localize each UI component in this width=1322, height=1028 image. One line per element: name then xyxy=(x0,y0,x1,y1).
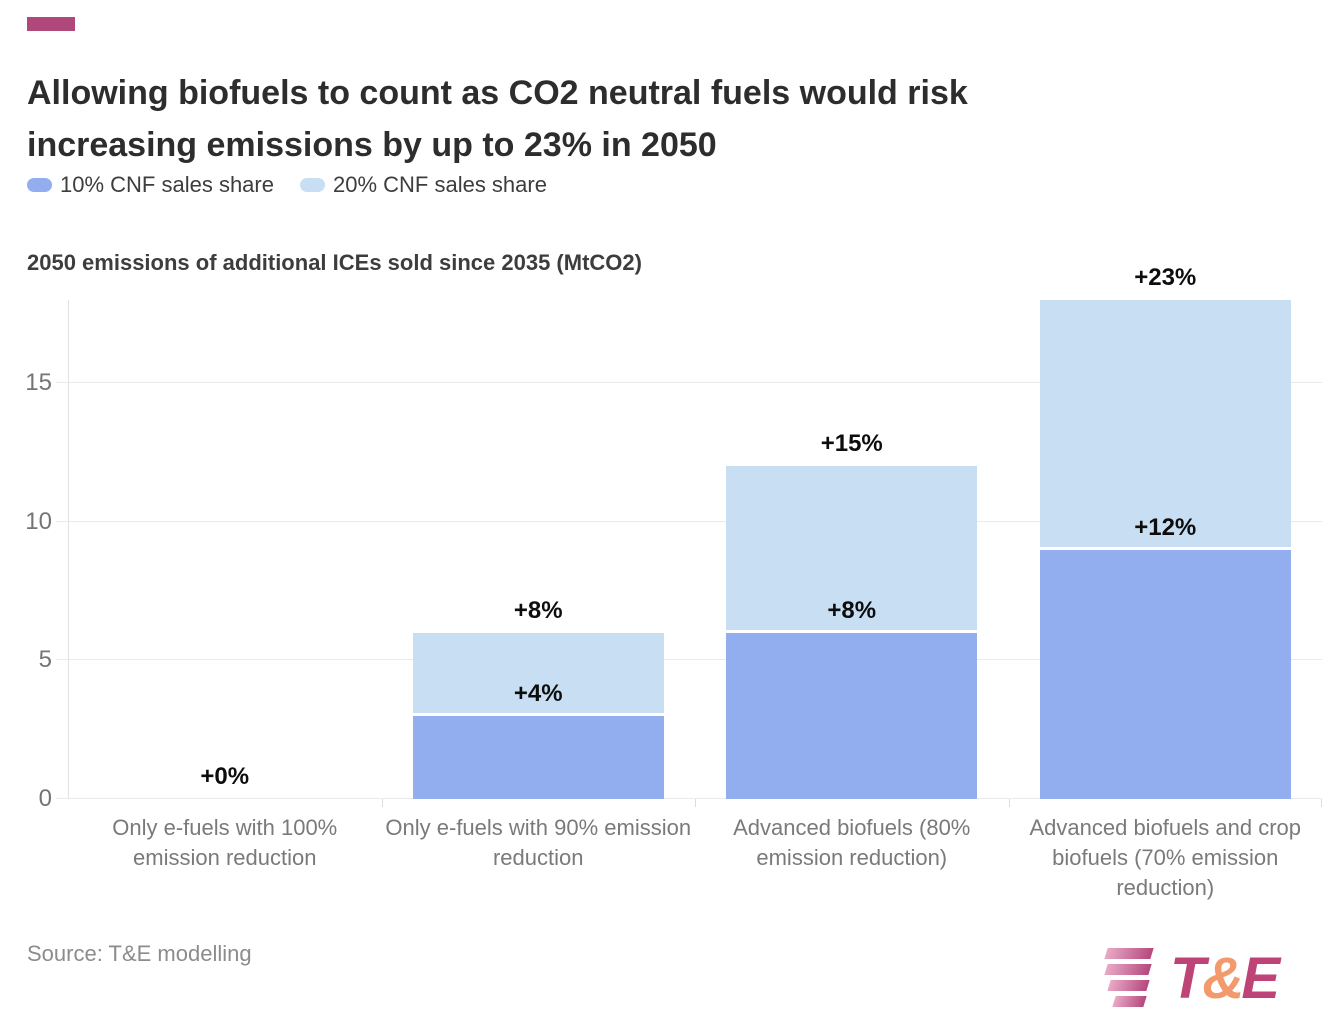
legend: 10% CNF sales share 20% CNF sales share xyxy=(27,172,547,198)
value-label-10pct: +4% xyxy=(513,679,563,707)
legend-item-20pct-cnf: 20% CNF sales share xyxy=(299,172,547,198)
y-axis-title: 2050 emissions of additional ICEs sold s… xyxy=(27,250,642,275)
bar-segment-10pct xyxy=(412,715,664,799)
legend-swatch-20pct-icon xyxy=(299,178,325,192)
x-axis-tick xyxy=(695,799,696,807)
y-axis-tick-label: 5 xyxy=(38,646,52,674)
plot-area: 0 5 10 15 +0% Only e-fuels with 100% emission… xyxy=(0,265,1322,900)
x-axis-category-label: Advanced biofuels and crop biofuels (70%… xyxy=(1029,815,1302,900)
legend-item-10pct-cnf: 10% CNF sales share xyxy=(27,172,274,198)
bar-segment-10pct xyxy=(1039,549,1291,799)
value-label-20pct: +23% xyxy=(1134,264,1197,291)
value-label-20pct: +8% xyxy=(513,596,563,624)
value-label-10pct: +12% xyxy=(1134,513,1197,541)
value-label-10pct: +0% xyxy=(200,763,250,790)
bar-segment-20pct xyxy=(1039,300,1291,547)
y-axis-tick-label: 10 xyxy=(25,507,52,535)
x-axis-tick xyxy=(1008,799,1010,807)
gridline-y5 xyxy=(56,659,1322,661)
bar-segment-20pct xyxy=(726,466,978,630)
value-label-20pct: +15% xyxy=(820,430,883,458)
value-label-10pct: +8% xyxy=(827,596,877,624)
legend-label-10pct: 10% CNF sales share xyxy=(60,172,274,197)
logo-letter-e: E xyxy=(1241,946,1280,1011)
gridline-y0 xyxy=(56,798,1322,799)
gridline-y15 xyxy=(56,382,1322,384)
logo-letter-t: T xyxy=(1169,946,1206,1011)
gridline-y10 xyxy=(56,520,1322,522)
bar-segment-10pct xyxy=(726,632,978,799)
stacked-bar-chart: 0 5 10 15 +0% Only e-fuels with 100% emission… xyxy=(0,265,1322,920)
x-axis-category-label: Advanced biofuels (80% emission reductio… xyxy=(733,815,971,870)
logo-ampersand: & xyxy=(1202,946,1245,1011)
brand-accent-bar xyxy=(27,17,75,31)
te-logo: T & E xyxy=(1100,944,1280,1008)
x-axis-tick xyxy=(381,799,383,807)
x-axis-category-label: Only e-fuels with 100% emission reductio… xyxy=(112,815,338,870)
legend-swatch-10pct-icon xyxy=(27,178,52,192)
y-axis-tick-label: 0 xyxy=(38,785,52,812)
te-logo-stripes-icon xyxy=(1100,944,1160,1008)
y-axis-tick-label: 15 xyxy=(25,369,52,397)
y-axis-line xyxy=(68,300,69,799)
source-note: Source: T&E modelling xyxy=(27,941,252,966)
x-axis-category-label: Only e-fuels with 90% emission reduction xyxy=(385,815,692,870)
bar-segment-20pct xyxy=(412,632,664,713)
legend-label-20pct: 20% CNF sales share xyxy=(332,172,547,197)
chart-title: Allowing biofuels to count as CO2 neutra… xyxy=(27,73,968,164)
